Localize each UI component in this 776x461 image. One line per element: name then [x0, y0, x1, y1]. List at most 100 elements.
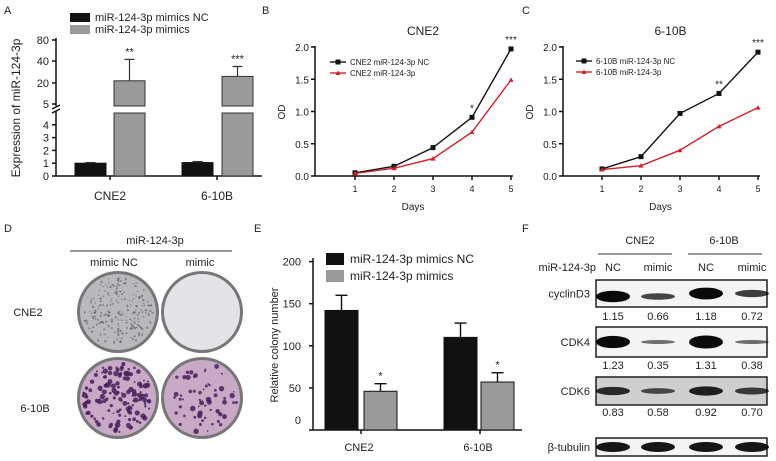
colony — [133, 397, 139, 403]
colony — [133, 311, 136, 314]
column-label: mimic — [186, 257, 215, 269]
y-tick-label: 0.0 — [543, 172, 557, 183]
colony — [109, 300, 112, 303]
x-tick-label: 2 — [391, 184, 396, 194]
colony — [203, 416, 207, 420]
group-header: CNE2 — [625, 235, 654, 247]
colony — [120, 341, 123, 343]
data-point — [430, 156, 436, 161]
colony — [103, 333, 106, 336]
protein-band — [641, 442, 675, 452]
colony — [138, 297, 141, 300]
colony — [99, 393, 106, 400]
colony — [209, 408, 212, 412]
colony — [84, 386, 89, 390]
colony — [232, 391, 235, 393]
colony — [92, 326, 95, 329]
colony — [182, 398, 185, 401]
x-tick-label: 3 — [677, 184, 682, 194]
colony — [144, 311, 147, 314]
colony — [100, 401, 104, 404]
colony — [131, 319, 133, 321]
y-tick-label: 0.5 — [543, 140, 557, 151]
band-quantification: 0.58 — [647, 407, 668, 419]
colony — [107, 292, 110, 295]
colony — [189, 405, 196, 412]
axis-break-mark — [51, 108, 61, 114]
colony — [197, 413, 203, 419]
colony — [123, 291, 125, 294]
colony — [140, 309, 143, 311]
colony — [135, 304, 138, 308]
colony — [132, 293, 134, 296]
colony — [119, 313, 122, 316]
colony — [178, 397, 182, 401]
colony — [223, 396, 227, 400]
colony — [99, 299, 102, 302]
colony — [185, 374, 191, 380]
colony — [121, 332, 124, 335]
colony — [125, 277, 127, 279]
y-tick-label: 1 — [43, 158, 49, 170]
colony — [121, 299, 123, 301]
protein-band — [735, 340, 769, 344]
x-tick-label: 5 — [508, 184, 513, 194]
colony — [120, 392, 123, 394]
colony — [117, 302, 120, 304]
colony — [149, 309, 152, 312]
colony — [125, 406, 131, 412]
colony — [102, 321, 105, 324]
x-tick-label: 1 — [352, 184, 357, 194]
y-tick-label: 2.0 — [295, 43, 309, 54]
colony — [178, 405, 182, 409]
colony — [97, 339, 100, 342]
legend-label: CNE2 miR-124-3p — [350, 69, 416, 78]
colony — [138, 311, 140, 314]
colony — [106, 286, 109, 288]
colony — [121, 311, 123, 313]
colony — [142, 315, 144, 318]
y-tick-label: 40 — [37, 56, 49, 68]
significance-marker: * — [378, 371, 383, 383]
colony — [234, 401, 238, 404]
y-tick-label: 20 — [37, 78, 49, 90]
colony — [135, 309, 137, 311]
data-point — [599, 167, 605, 172]
colony — [126, 309, 130, 312]
protein-band — [689, 287, 723, 300]
colony — [123, 282, 127, 285]
colony — [115, 381, 120, 386]
y-tick-label: 0.5 — [295, 140, 309, 151]
bar — [363, 390, 398, 431]
colony — [104, 290, 106, 292]
colony — [198, 398, 201, 402]
legend-swatch — [70, 25, 90, 34]
colony — [92, 297, 95, 300]
axis-break-mark — [51, 104, 61, 110]
protein-band — [735, 442, 769, 452]
culture-plate — [80, 360, 156, 436]
colony — [202, 388, 205, 391]
colony — [120, 290, 122, 293]
colony — [126, 305, 129, 308]
protein-band — [689, 386, 723, 396]
colony — [118, 372, 123, 376]
colony — [198, 423, 202, 426]
colony — [113, 370, 119, 377]
legend-marker — [581, 69, 587, 74]
x-tick-label: 2 — [638, 184, 643, 194]
colony — [117, 312, 121, 315]
colony — [104, 340, 107, 343]
bar — [480, 381, 515, 431]
colony — [127, 417, 132, 422]
x-tick-label: 4 — [716, 184, 721, 194]
colony — [102, 286, 104, 288]
colony — [129, 304, 132, 306]
colony — [147, 312, 150, 315]
colony — [98, 307, 100, 310]
colony — [178, 422, 182, 427]
band-quantification: 1.15 — [602, 311, 623, 323]
colony — [229, 393, 235, 399]
colony — [98, 289, 101, 292]
colony — [185, 370, 190, 374]
